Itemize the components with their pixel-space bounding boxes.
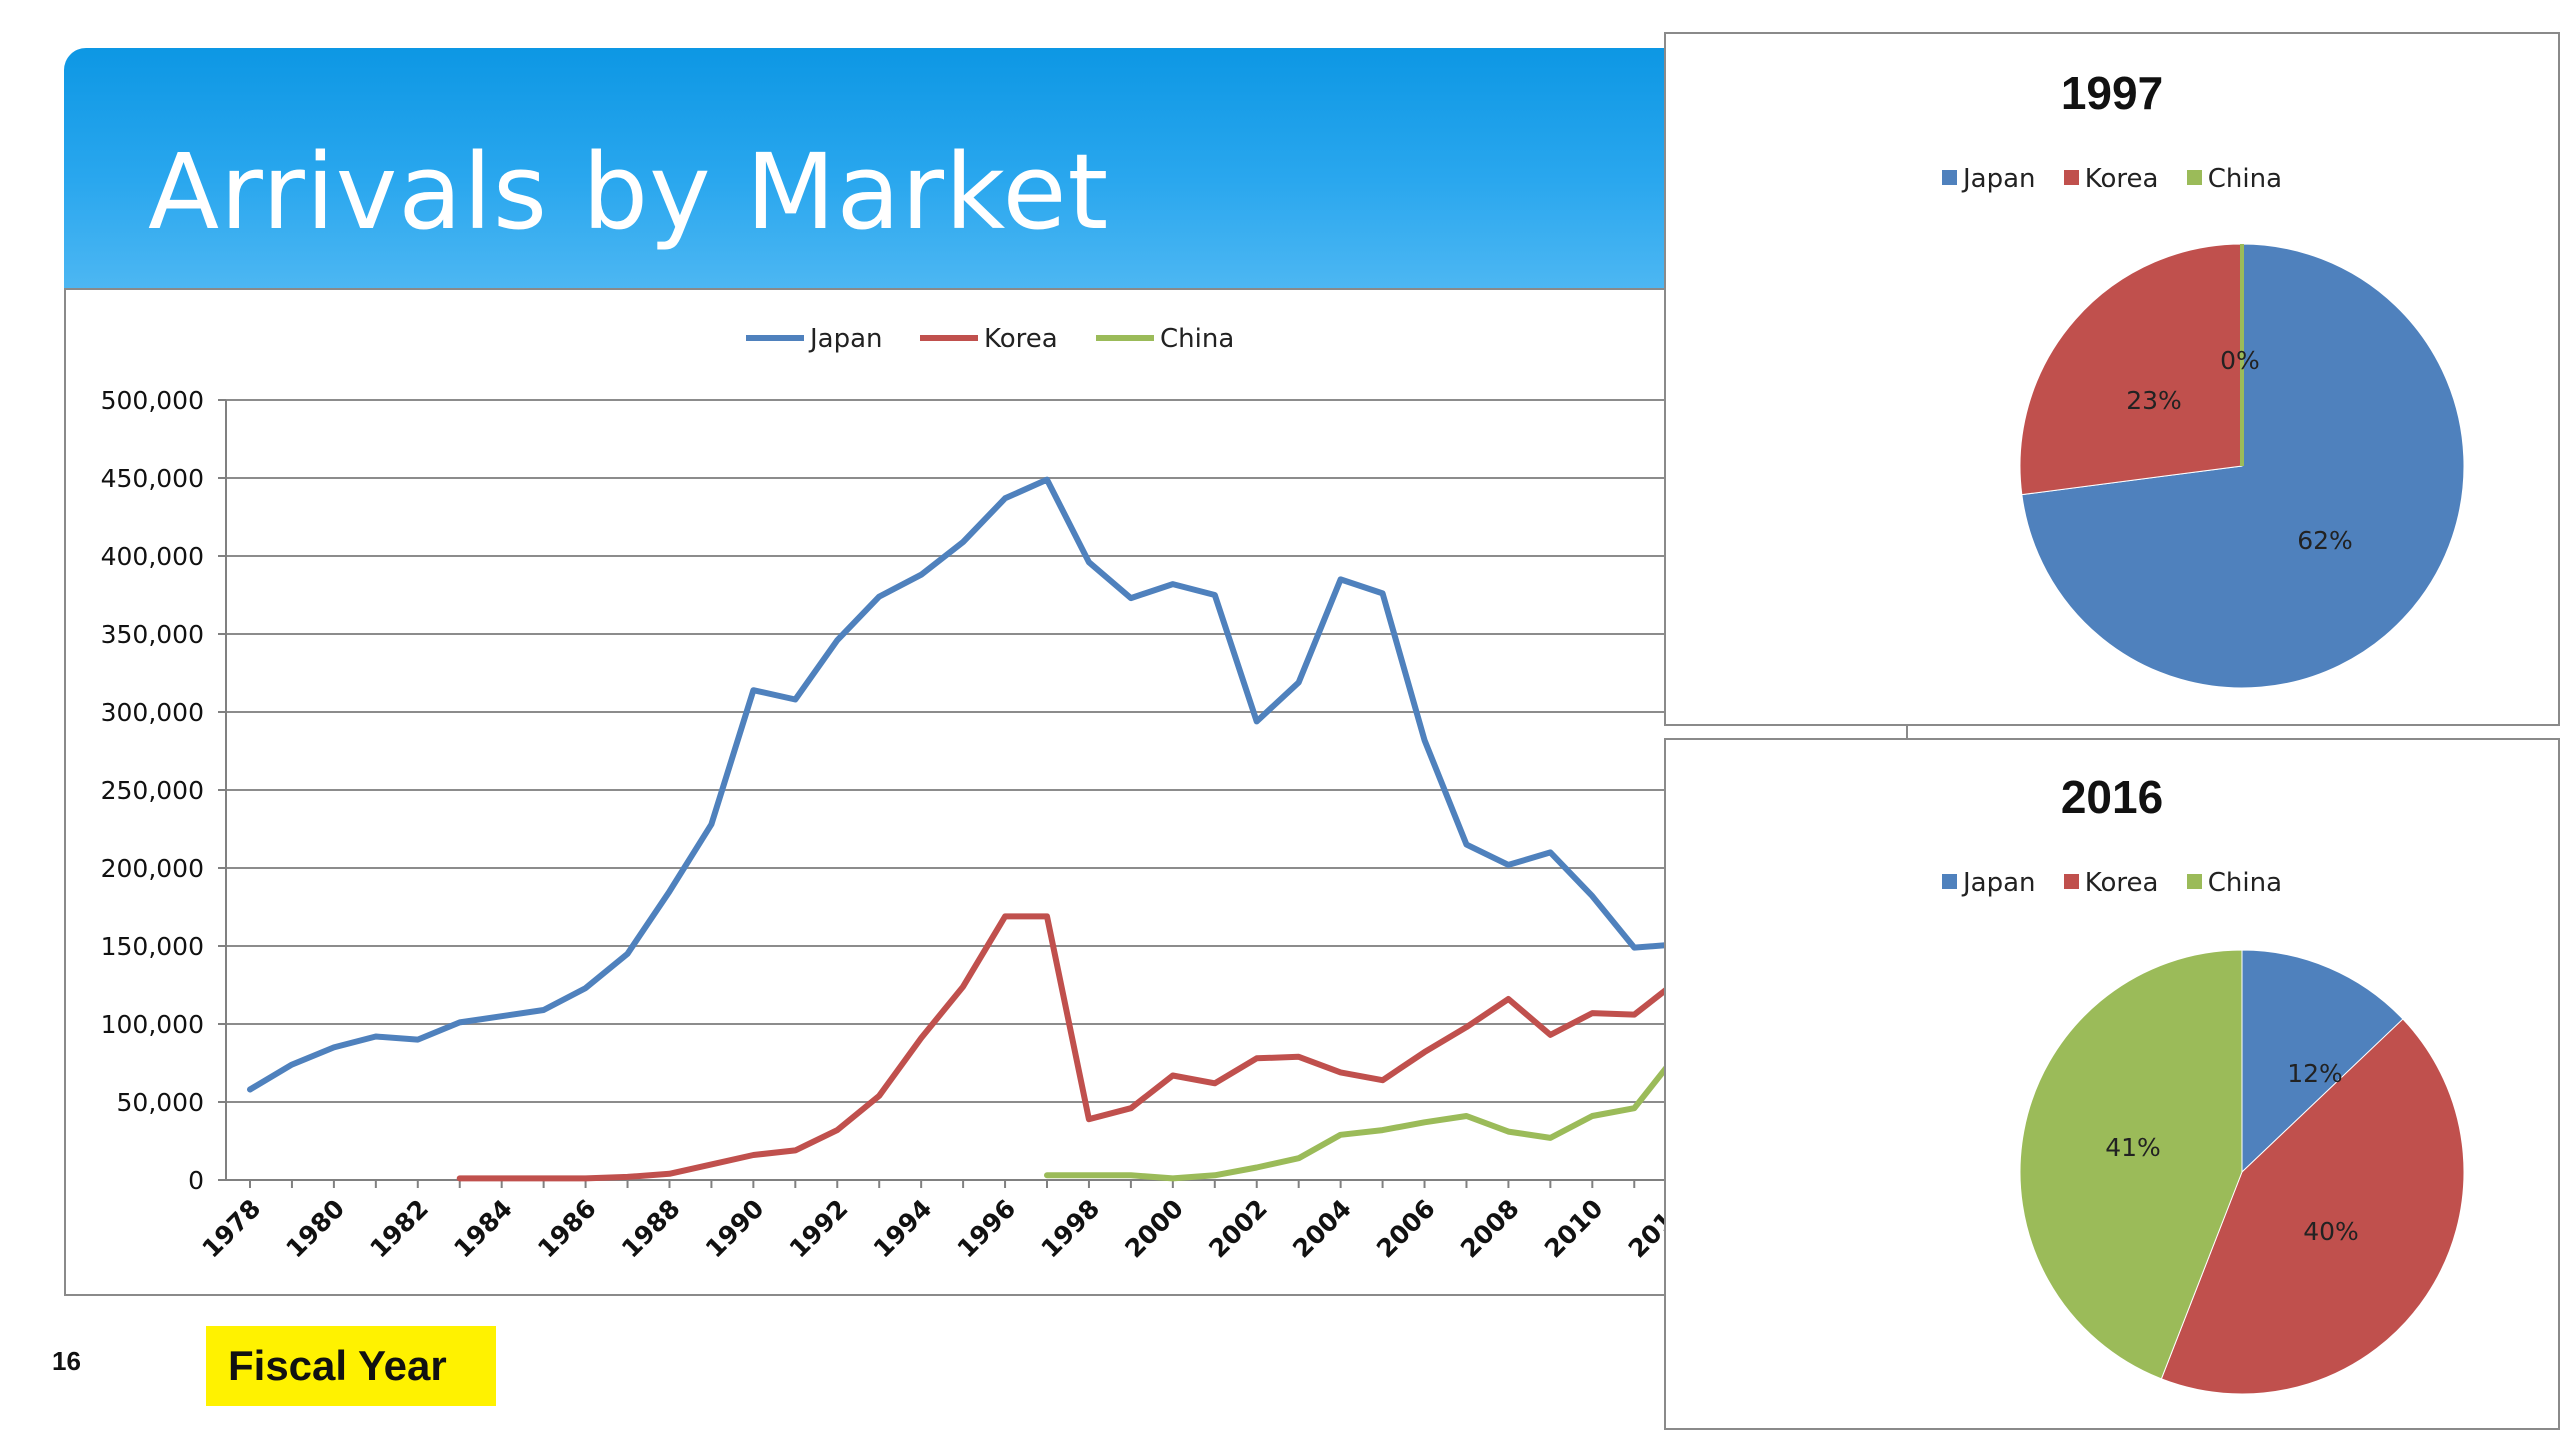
pie-data-label: 62%: [2297, 526, 2353, 555]
y-tick-label: 250,000: [101, 776, 204, 805]
x-tick-label: 2008: [1455, 1194, 1525, 1264]
y-tick-label: 500,000: [101, 386, 204, 415]
pie-chart-2016: 12% 40% 41%: [2019, 949, 2465, 1395]
x-tick-label: 1988: [616, 1194, 686, 1264]
pie-chart-2016-panel: 2016 Japan Korea China 12% 40% 41%: [1664, 738, 2560, 1430]
y-tick-label: 150,000: [101, 932, 204, 961]
pie-slice-korea: [2160, 1018, 2465, 1395]
legend-label: China: [2207, 868, 2283, 898]
slide-title: Arrivals by Market: [148, 131, 1110, 253]
x-tick-label: 2000: [1119, 1194, 1189, 1264]
x-tick-label: 1984: [448, 1194, 518, 1264]
legend-swatch-korea: [2063, 874, 2079, 889]
pie-data-label: 23%: [2126, 386, 2182, 415]
pie-legend: Japan Korea China: [1666, 164, 2558, 194]
legend-swatch-china: [2186, 874, 2202, 889]
x-tick-label: 1992: [784, 1194, 854, 1264]
legend-label: China: [2207, 164, 2283, 194]
x-tick-label: 1994: [868, 1194, 938, 1264]
legend-item-china: China: [2186, 868, 2283, 898]
pie-slice-korea: [2019, 243, 2243, 496]
line-chart-panel: 0 50,000 100,000 150,000 200,000 250,000 300,0…: [64, 288, 1908, 1296]
legend-label: Japan: [1962, 868, 2036, 898]
legend-label: China: [1160, 324, 1234, 354]
y-tick-label: 300,000: [101, 698, 204, 727]
legend-swatch-korea: [2063, 170, 2079, 185]
x-tick-label: 1998: [1035, 1194, 1105, 1264]
pie-title: 1997: [2060, 67, 2164, 119]
line-chart: 0 50,000 100,000 150,000 200,000 250,000 300,0…: [101, 324, 1868, 1264]
y-tick-label: 0: [188, 1166, 204, 1195]
x-tick-label: 2004: [1287, 1194, 1357, 1264]
pie-legend: Japan Korea China: [1666, 868, 2558, 898]
pie-data-label: 12%: [2287, 1059, 2343, 1088]
x-tick-label: 2006: [1371, 1194, 1441, 1264]
y-tick-label: 100,000: [101, 1010, 204, 1039]
pie-chart-1997-panel: 1997 Japan Korea China 62% 23% 0%: [1664, 32, 2560, 726]
y-tick-label: 200,000: [101, 854, 204, 883]
legend-label: Korea: [2084, 164, 2159, 194]
pie-title: 2016: [2060, 771, 2164, 823]
x-tick-label: 1990: [700, 1194, 770, 1264]
y-tick-label: 350,000: [101, 620, 204, 649]
legend-swatch-japan: [1941, 170, 1957, 185]
y-tick-label: 50,000: [117, 1088, 204, 1117]
pie-slice-japan: [2241, 949, 2404, 1174]
legend-swatch-japan: [1941, 874, 1957, 889]
pie-data-label: 41%: [2105, 1133, 2161, 1162]
legend-swatch-china: [2186, 170, 2202, 185]
pie-data-label: 0%: [2220, 346, 2260, 375]
fiscal-year-label: Fiscal Year: [228, 1342, 447, 1389]
legend-label: Korea: [2084, 868, 2159, 898]
x-tick-label: 2010: [1539, 1194, 1609, 1264]
legend-label: Japan: [808, 324, 883, 354]
x-tick-label: 2002: [1203, 1194, 1273, 1264]
y-tick-label: 400,000: [101, 542, 204, 571]
legend-label: Korea: [984, 324, 1058, 354]
pie-data-label: 40%: [2303, 1217, 2359, 1246]
y-tick-label: 450,000: [101, 464, 204, 493]
series-line-japan: [247, 476, 1847, 1093]
x-tick-label: 1986: [532, 1194, 602, 1264]
fiscal-year-box: Fiscal Year: [206, 1326, 496, 1406]
series-line-korea: [456, 863, 1847, 1182]
x-tick-label: 1980: [280, 1194, 350, 1264]
pie-chart-1997: 62% 23% 0%: [2019, 243, 2465, 689]
legend-item-korea: Korea: [2063, 164, 2159, 194]
legend-item-korea: Korea: [2063, 868, 2159, 898]
legend-label: Japan: [1962, 164, 2036, 194]
legend-item-japan: Japan: [1941, 164, 2036, 194]
pie-slice-china: [2019, 949, 2243, 1380]
legend-item-china: China: [2186, 164, 2283, 194]
x-tick-label: 1982: [364, 1194, 434, 1264]
x-tick-label: 1996: [952, 1194, 1022, 1264]
legend-item-japan: Japan: [1941, 868, 2036, 898]
slide-number: 16: [52, 1346, 81, 1376]
x-tick-label: 1978: [197, 1194, 267, 1264]
title-banner: [64, 48, 1684, 290]
